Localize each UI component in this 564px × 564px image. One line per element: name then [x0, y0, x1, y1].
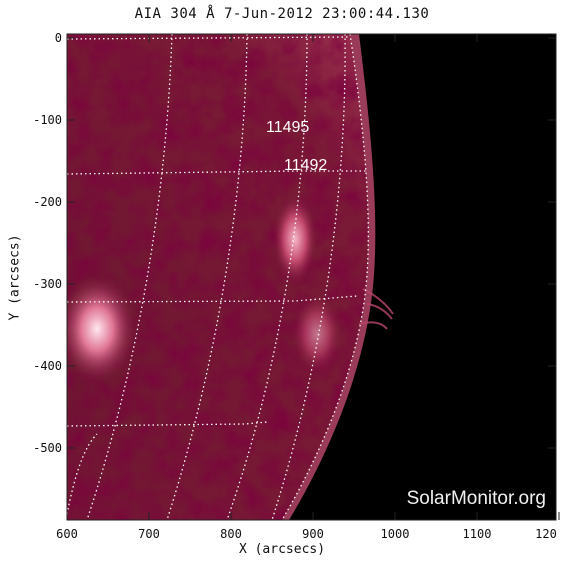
x-tick-label: 900 [302, 527, 324, 541]
active-region-label: 11492 [284, 157, 328, 174]
x-tick-label: 700 [138, 527, 160, 541]
x-tick-label: 1100 [463, 527, 492, 541]
active-region-label: 11495 [266, 119, 310, 136]
bright-region [273, 194, 317, 284]
y-tick-label: -300 [33, 277, 62, 291]
y-tick-label: -200 [33, 195, 62, 209]
y-tick-label: -500 [33, 441, 62, 455]
x-tick-label: 1000 [381, 527, 410, 541]
watermark: SolarMonitor.org [406, 488, 546, 509]
y-tick-label: -100 [33, 113, 62, 127]
x-axis-label: X (arcsecs) [238, 542, 326, 557]
plot-title: AIA 304 Å 7-Jun-2012 23:00:44.130 [134, 6, 430, 22]
y-tick-label: 0 [55, 31, 62, 45]
x-tick-label: 600 [56, 527, 78, 541]
bright-region [292, 294, 342, 374]
y-axis-label: Y (arcsecs) [7, 234, 23, 321]
x-tick-label: 800 [220, 527, 242, 541]
y-tick-label: -400 [33, 359, 62, 373]
x-tick-label: 120 [535, 527, 557, 541]
solar-disk-svg [67, 34, 394, 520]
solar-image: 11495 11492 SolarMonitor.org [67, 34, 556, 520]
